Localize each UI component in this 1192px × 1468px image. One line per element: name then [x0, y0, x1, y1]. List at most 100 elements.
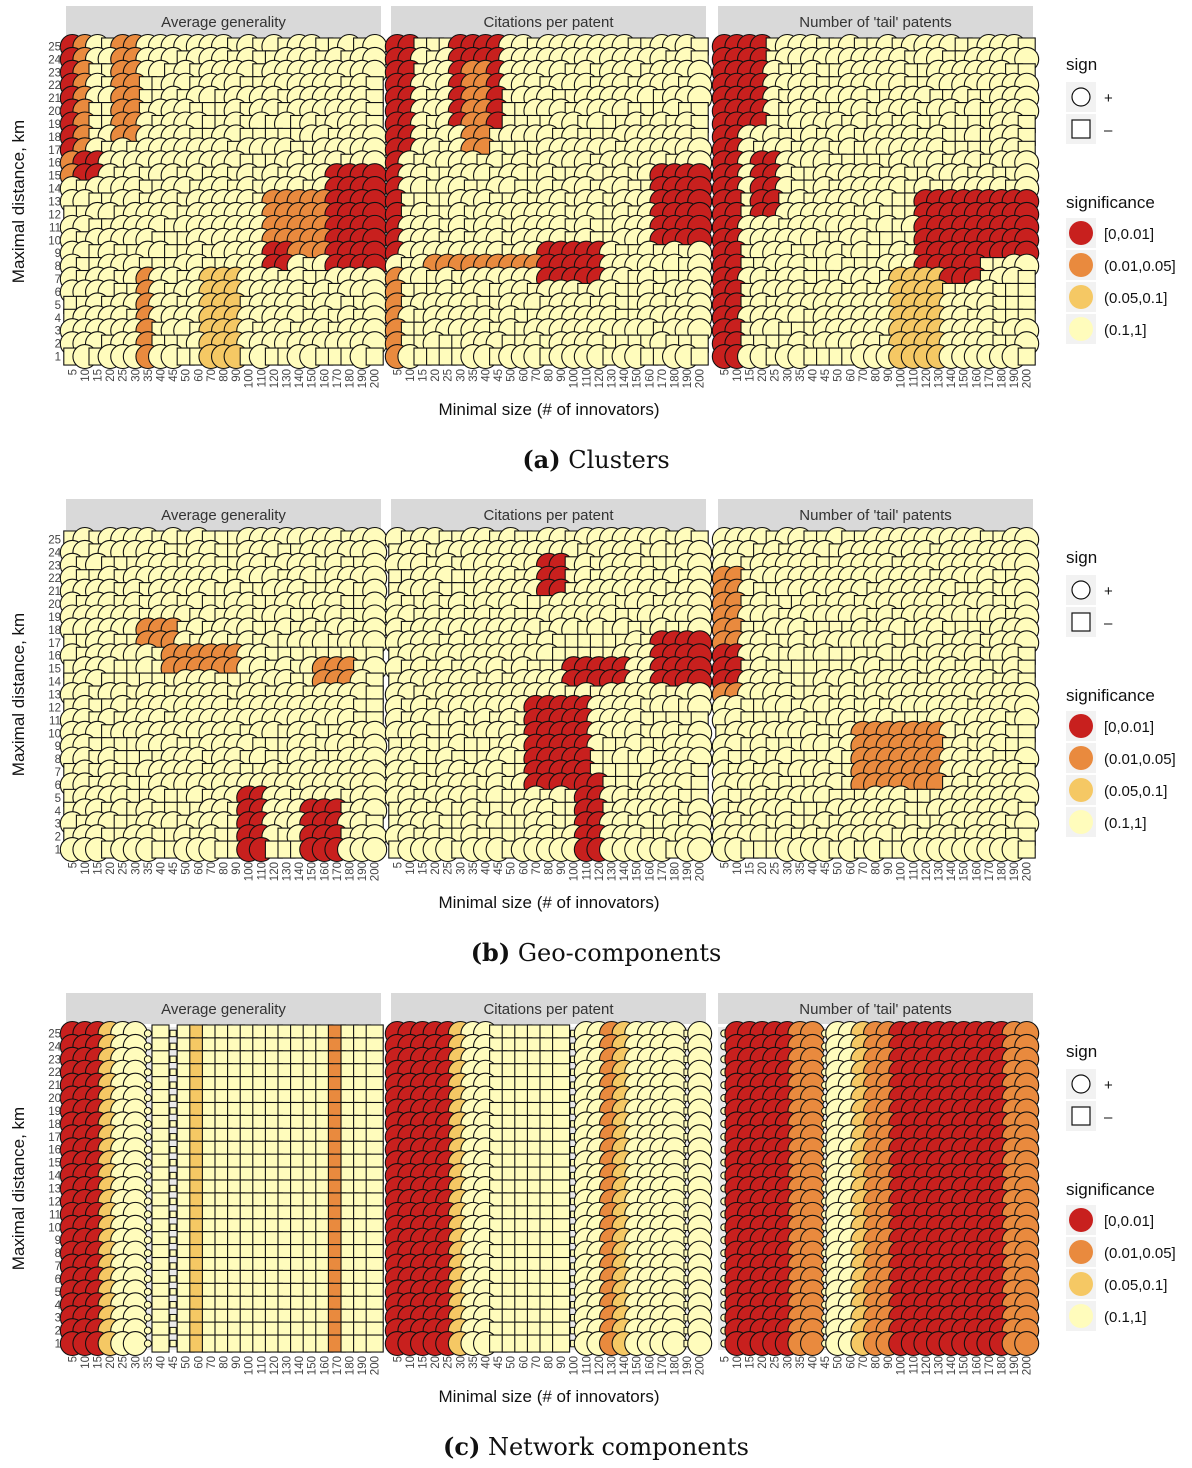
facet-strip-title: Average generality: [161, 1001, 286, 1018]
x-tick-label: 20: [757, 369, 769, 382]
x-tick-label: 35: [795, 862, 807, 875]
x-tick-label: 150: [959, 369, 971, 388]
x-tick-label: 25: [770, 369, 782, 382]
x-tick-label: 45: [168, 1356, 180, 1369]
x-tick-label: 70: [858, 369, 870, 382]
facet-strip-title: Citations per patent: [483, 1001, 614, 1018]
x-tick-label: 35: [468, 369, 480, 382]
marker-positive-small: [143, 1223, 152, 1232]
marker-positive-small: [143, 1029, 152, 1038]
x-tick-label: 45: [168, 369, 180, 382]
marker-positive-small: [143, 1119, 152, 1128]
y-tick-label: 4: [55, 806, 62, 818]
x-tick-label: 5: [67, 369, 79, 375]
marker-negative-small: [169, 1326, 177, 1335]
x-tick-label: 10: [405, 369, 417, 382]
legend-color-swatch: [1069, 746, 1093, 770]
legend-color-swatch: [1069, 221, 1093, 245]
y-tick-label: 21: [48, 93, 61, 105]
x-tick-label: 160: [644, 369, 656, 388]
x-tick-label: 150: [959, 862, 971, 881]
y-tick-label: 24: [48, 547, 61, 559]
marker-positive-small: [143, 1068, 152, 1077]
legend-color-swatch: [1069, 778, 1093, 802]
x-tick-label: 80: [219, 1356, 231, 1369]
x-tick-label: 200: [370, 862, 382, 881]
marker-positive-small: [143, 1081, 152, 1090]
x-tick-label: 60: [518, 369, 530, 382]
x-tick-label: 200: [1022, 862, 1034, 881]
legend-sign-title: sign: [1066, 548, 1097, 567]
x-tick-label: 170: [332, 1356, 344, 1375]
x-tick-label: 40: [481, 862, 493, 875]
x-tick-label: 15: [418, 369, 430, 382]
x-tick-label: 150: [307, 369, 319, 388]
x-tick-label: 170: [657, 369, 669, 388]
x-tick-label: 90: [556, 369, 568, 382]
x-tick-label: 90: [231, 862, 243, 875]
x-tick-label: 50: [506, 862, 518, 875]
x-tick-label: 110: [581, 862, 593, 880]
marker-positive-small: [143, 1261, 152, 1271]
marker-negative-small: [169, 1146, 177, 1154]
x-tick-label: 30: [782, 369, 794, 382]
y-tick-label: 25: [48, 41, 61, 53]
x-tick-label: 150: [632, 862, 644, 881]
marker-negative-small: [169, 1197, 177, 1206]
x-tick-label: 200: [695, 862, 707, 881]
x-tick-label: 15: [418, 862, 430, 875]
legend-sign-label: +: [1104, 90, 1113, 107]
caption-space: [561, 446, 569, 474]
legend-significance-label: (0.1,1]: [1104, 815, 1147, 832]
facet-strip: [66, 6, 381, 37]
marker-negative-small: [169, 1223, 177, 1231]
y-tick-label: 11: [49, 715, 61, 727]
y-tick-label: 17: [48, 145, 61, 157]
x-tick-label: 130: [934, 862, 946, 881]
x-tick-label: 60: [193, 862, 205, 875]
x-tick-label: 180: [997, 862, 1009, 881]
legend-significance-label: (0.1,1]: [1104, 322, 1147, 339]
x-tick-label: 140: [294, 862, 306, 881]
marker-negative-small: [169, 1313, 177, 1322]
x-tick-label: 100: [569, 369, 581, 388]
x-tick-label: 50: [833, 862, 845, 875]
marker-positive-small: [143, 1300, 152, 1309]
legend-sign-label: –: [1104, 615, 1113, 632]
x-tick-label: 20: [430, 862, 442, 875]
y-tick-label: 6: [55, 780, 61, 792]
y-tick-label: 9: [55, 248, 61, 260]
legend-significance-label: (0.01,0.05]: [1104, 258, 1176, 275]
x-tick-label: 35: [143, 862, 155, 875]
y-tick-label: 3: [55, 819, 61, 831]
heatmap-markers: [384, 526, 713, 863]
caption-text: Clusters: [568, 446, 669, 474]
x-tick-label: 120: [269, 369, 281, 388]
y-tick-label: 5: [55, 793, 61, 805]
x-tick-label: 140: [294, 369, 306, 388]
x-tick-label: 80: [544, 862, 556, 875]
facet-strip-title: Citations per patent: [483, 14, 614, 31]
x-tick-label: 90: [883, 369, 895, 382]
x-tick-label: 15: [745, 862, 757, 875]
x-tick-label: 20: [105, 862, 117, 875]
marker-positive-small: [143, 1339, 152, 1348]
x-tick-label: 130: [607, 369, 619, 388]
x-tick-label: 45: [493, 862, 505, 875]
x-tick-label: 120: [594, 369, 606, 388]
y-tick-label: 9: [55, 741, 61, 753]
x-tick-label: 30: [130, 369, 142, 382]
x-axis-title: Minimal size (# of innovators): [438, 400, 659, 419]
marker-positive-small: [143, 1210, 152, 1219]
y-tick-label: 12: [48, 209, 61, 221]
y-tick-label: 20: [48, 106, 61, 118]
x-tick-label: 25: [118, 862, 130, 875]
legend-circle-icon: [1071, 580, 1091, 600]
marker-negative-small: [169, 1081, 177, 1089]
heatmap-markers: [384, 1020, 713, 1357]
x-tick-label: 130: [607, 862, 619, 881]
marker-positive-small: [143, 1274, 152, 1283]
